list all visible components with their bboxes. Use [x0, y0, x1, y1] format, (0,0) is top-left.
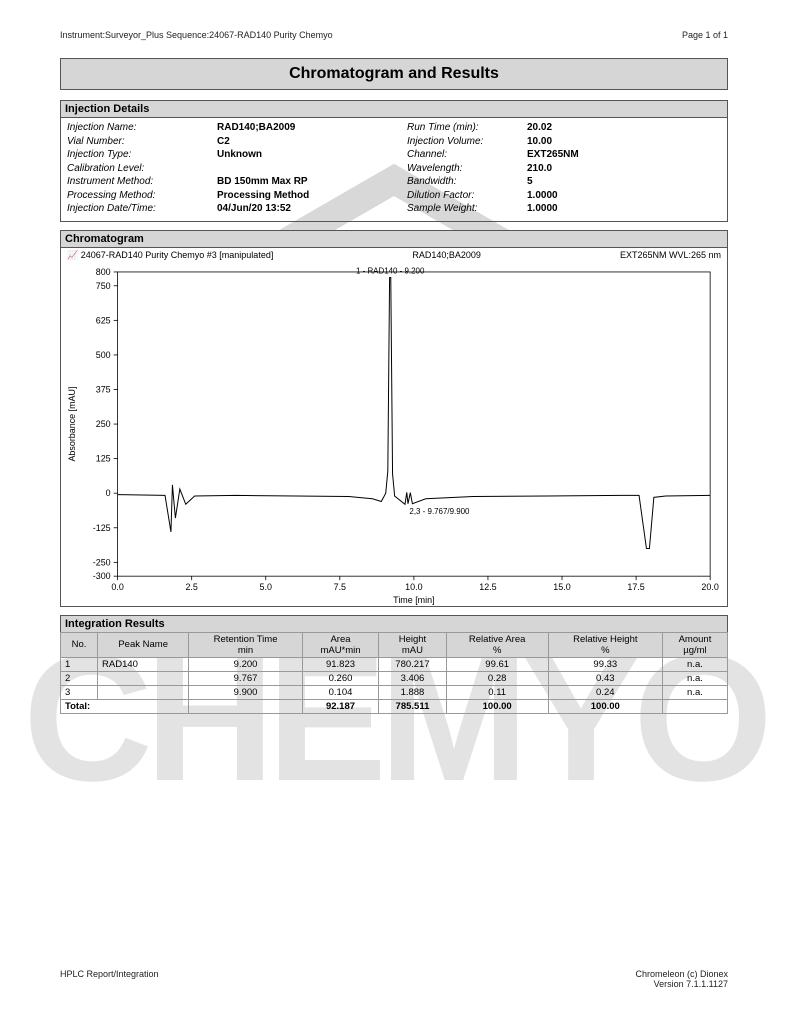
chrom-top-mid: RAD140;BA2009: [412, 250, 481, 261]
inj-label: Injection Volume:: [407, 135, 527, 149]
svg-text:-125: -125: [93, 522, 111, 532]
col-header: Peak Name: [98, 632, 189, 657]
inj-label: Processing Method:: [67, 189, 217, 203]
table-row: 1RAD1409.20091.823780.21799.6199.33n.a.: [61, 657, 728, 671]
chromatogram-frame: 24067-RAD140 Purity Chemyo #3 [manipulat…: [60, 247, 728, 607]
table-row: 39.9000.1041.8880.110.24n.a.: [61, 685, 728, 699]
injection-row: Instrument Method:BD 150mm Max RPBandwid…: [67, 175, 721, 189]
col-header: Relative Height%: [548, 632, 662, 657]
svg-text:20.0: 20.0: [701, 582, 718, 592]
col-header: No.: [61, 632, 98, 657]
svg-text:0: 0: [106, 488, 111, 498]
injection-row: Injection Date/Time:04/Jun/20 13:52Sampl…: [67, 202, 721, 216]
inj-value: 5: [527, 175, 533, 189]
svg-text:17.5: 17.5: [627, 582, 644, 592]
col-header: AreamAU*min: [302, 632, 378, 657]
header-left: Instrument:Surveyor_Plus Sequence:24067-…: [60, 30, 333, 40]
inj-value: 1.0000: [527, 189, 558, 203]
svg-text:5.0: 5.0: [260, 582, 272, 592]
inj-label: Injection Date/Time:: [67, 202, 217, 216]
inj-label: Sample Weight:: [407, 202, 527, 216]
inj-value: RAD140;BA2009: [217, 121, 407, 135]
svg-text:800: 800: [96, 266, 111, 276]
svg-text:125: 125: [96, 453, 111, 463]
svg-text:250: 250: [96, 419, 111, 429]
chromatogram-plot: -300 -250 -125 0 125 250 375 500 625 750 800 0.0 2.5…: [61, 264, 727, 606]
col-header: Relative Area%: [446, 632, 548, 657]
svg-text:Absorbance [mAU]: Absorbance [mAU]: [67, 386, 77, 461]
svg-text:375: 375: [96, 384, 111, 394]
injection-section-head: Injection Details: [60, 100, 728, 117]
inj-value: Processing Method: [217, 189, 407, 203]
chromatogram-section-head: Chromatogram: [60, 230, 728, 247]
col-header: Amountµg/ml: [662, 632, 727, 657]
svg-text:-250: -250: [93, 557, 111, 567]
chrom-top-right: EXT265NM WVL:265 nm: [620, 250, 721, 261]
svg-text:625: 625: [96, 315, 111, 325]
header-right: Page 1 of 1: [682, 30, 728, 40]
inj-value: BD 150mm Max RP: [217, 175, 407, 189]
inj-value: Unknown: [217, 148, 407, 162]
inj-value: EXT265NM: [527, 148, 579, 162]
inj-value: 10.00: [527, 135, 552, 149]
inj-label: Bandwidth:: [407, 175, 527, 189]
inj-value: [217, 162, 407, 176]
injection-row: Injection Type:UnknownChannel:EXT265NM: [67, 148, 721, 162]
svg-text:10.0: 10.0: [405, 582, 422, 592]
injection-row: Injection Name:RAD140;BA2009Run Time (mi…: [67, 121, 721, 135]
svg-text:0.0: 0.0: [111, 582, 123, 592]
svg-text:15.0: 15.0: [553, 582, 570, 592]
inj-label: Wavelength:: [407, 162, 527, 176]
injection-details-box: Injection Name:RAD140;BA2009Run Time (mi…: [60, 117, 728, 222]
inj-label: Channel:: [407, 148, 527, 162]
chrom-top-left: 24067-RAD140 Purity Chemyo #3 [manipulat…: [67, 250, 273, 261]
footer-left: HPLC Report/Integration: [60, 969, 159, 989]
integration-results-table: No.Peak NameRetention TimeminAreamAU*min…: [60, 632, 728, 714]
inj-label: Vial Number:: [67, 135, 217, 149]
inj-label: Dilution Factor:: [407, 189, 527, 203]
svg-text:-300: -300: [93, 571, 111, 581]
inj-label: Calibration Level:: [67, 162, 217, 176]
svg-text:Time [min]: Time [min]: [393, 595, 434, 605]
inj-label: Injection Type:: [67, 148, 217, 162]
inj-value: 210.0: [527, 162, 552, 176]
injection-row: Processing Method:Processing MethodDilut…: [67, 189, 721, 203]
integration-section-head: Integration Results: [60, 615, 728, 632]
inj-label: Injection Name:: [67, 121, 217, 135]
svg-text:750: 750: [96, 280, 111, 290]
inj-value: 1.0000: [527, 202, 558, 216]
injection-row: Calibration Level: Wavelength:210.0: [67, 162, 721, 176]
inj-value: 04/Jun/20 13:52: [217, 202, 407, 216]
report-title: Chromatogram and Results: [60, 58, 728, 90]
inj-label: Run Time (min):: [407, 121, 527, 135]
svg-text:2,3 - 9.767/9.900: 2,3 - 9.767/9.900: [409, 507, 470, 516]
inj-label: Instrument Method:: [67, 175, 217, 189]
col-header: HeightmAU: [379, 632, 446, 657]
col-header: Retention Timemin: [189, 632, 302, 657]
svg-text:2.5: 2.5: [185, 582, 197, 592]
table-total-row: Total:92.187785.511100.00100.00: [61, 699, 728, 713]
footer-right: Chromeleon (c) Dionex Version 7.1.1.1127: [635, 969, 728, 989]
inj-value: C2: [217, 135, 407, 149]
svg-text:1 - RAD140 - 9.200: 1 - RAD140 - 9.200: [356, 266, 425, 275]
injection-row: Vial Number:C2Injection Volume:10.00: [67, 135, 721, 149]
table-row: 29.7670.2603.4060.280.43n.a.: [61, 671, 728, 685]
svg-text:7.5: 7.5: [334, 582, 346, 592]
inj-value: 20.02: [527, 121, 552, 135]
svg-text:500: 500: [96, 349, 111, 359]
svg-text:12.5: 12.5: [479, 582, 496, 592]
